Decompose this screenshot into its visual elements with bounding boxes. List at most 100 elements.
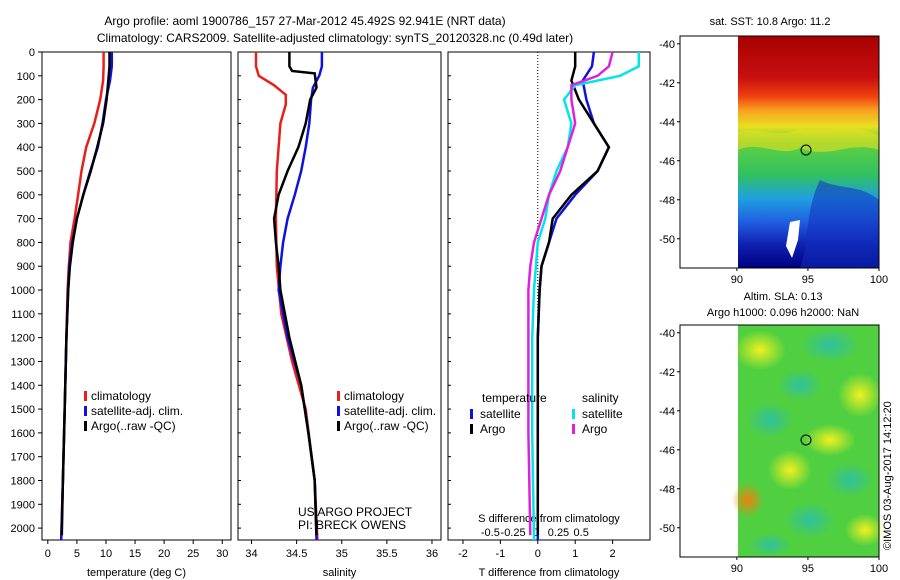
legend-swatch (470, 424, 473, 434)
series-line (60, 52, 111, 536)
legend-swatch (337, 421, 340, 431)
x2-tick-label: 0.25 (548, 527, 569, 539)
sla-map-subtitle: Argo h1000: 0.096 h2000: NaN (707, 307, 859, 319)
map-y-tick-label: -46 (659, 445, 675, 457)
footer-stamp: ©IMOS 03-Aug-2017 14:12:20 (882, 401, 894, 550)
temperature-panel: 0100200300400500600700800900100011001200… (11, 47, 232, 579)
figure-title-line2: Climatology: CARS2009. Satellite-adjuste… (97, 31, 573, 45)
depth-tick-label: 100 (17, 71, 35, 83)
legend-swatch (572, 424, 575, 434)
x2-tick-label: -0.5 (481, 527, 500, 539)
map-y-tick-label: -50 (659, 523, 675, 535)
difference-panel: -2 -1 0 1 2 -0.5 -0.25 0 0.25 0.5 S difference fro… (447, 51, 651, 579)
x-tick-label: -2 (458, 548, 468, 560)
map-x-tick-label: 100 (870, 274, 888, 286)
legend-label: Argo(..raw -QC) (344, 419, 429, 433)
legend-swatch (84, 406, 87, 416)
sst-map-nodata (680, 36, 738, 268)
depth-tick-label: 200 (17, 95, 35, 107)
map-y-tick-label: -48 (659, 195, 675, 207)
x-tick-label: 2 (610, 548, 616, 560)
salinity-frame (237, 51, 442, 541)
series-line (277, 52, 324, 541)
series-line (536, 52, 611, 536)
legend-label: Argo(..raw -QC) (91, 419, 176, 433)
depth-tick-label: 1400 (11, 380, 35, 392)
depth-tick-label: 1300 (11, 356, 35, 368)
legend-swatch (84, 391, 87, 401)
sla-map-eddies (732, 327, 885, 557)
x-tick-label: -1 (495, 548, 505, 560)
series-line (527, 51, 614, 536)
sst-map-cold-tongue (800, 180, 879, 268)
x-tick-label: 25 (187, 548, 199, 560)
sla-map-panel: Altim. SLA: 0.13 Argo h1000: 0.096 h2000… (659, 291, 888, 575)
depth-tick-label: 2000 (11, 523, 35, 535)
sst-map-axes: -40 -42 -44 -46 -48 -50 90 95 100 (659, 39, 888, 286)
salinity-annotation: US ARGO PROJECT (298, 505, 413, 519)
sla-argo-marker (800, 434, 812, 446)
legend-swatch (470, 409, 473, 419)
depth-tick-label: 300 (17, 118, 35, 130)
x-tick-label: 30 (216, 548, 228, 560)
salinity-xlabel: salinity (323, 567, 357, 579)
depth-tick-label: 900 (17, 261, 35, 273)
x-tick-label: 35 (336, 548, 348, 560)
map-y-tick-label: -44 (659, 406, 675, 418)
legend-swatch (84, 421, 87, 431)
sst-map-panel: sat. SST: 10.8 Argo: 11.2 -40-42-44-46-4… (659, 16, 888, 286)
salinity-annotation: PI: BRECK OWENS (298, 518, 406, 532)
x-tick-label: 15 (129, 548, 141, 560)
legend-swatch (337, 406, 340, 416)
legend-label: Argo (480, 422, 506, 436)
x-tick-label: 0 (535, 548, 541, 560)
map-x-tick-label: 90 (731, 563, 743, 575)
depth-tick-label: 1200 (11, 333, 35, 345)
map-y-tick-label: -50 (659, 234, 675, 246)
depth-tick-label: 400 (17, 142, 35, 154)
depth-tick-label: 600 (17, 190, 35, 202)
sla-map-nodata (680, 325, 738, 557)
salinity-panel: 34 34.5 35 35.5 36 salinity climatologysatelli… (237, 51, 442, 579)
x-tick-label: 34.5 (286, 548, 307, 560)
difference-xlabel: T difference from climatology (479, 567, 620, 579)
map-y-tick-label: -40 (659, 328, 675, 340)
map-y-tick-label: -42 (659, 78, 675, 90)
map-x-tick-label: 95 (802, 563, 814, 575)
legend-label: Argo (582, 422, 608, 436)
series-line (530, 52, 641, 541)
map-y-tick-label: -44 (659, 117, 675, 129)
legend-label: climatology (91, 389, 151, 403)
difference-frame (447, 51, 651, 541)
legend-swatch (572, 409, 575, 419)
x-tick-label: 36 (426, 548, 438, 560)
depth-tick-label: 1800 (11, 475, 35, 487)
depth-tick-label: 1500 (11, 404, 35, 416)
x-tick-label: 10 (100, 548, 112, 560)
legend-label: climatology (344, 389, 404, 403)
map-x-tick-label: 100 (870, 563, 888, 575)
x-tick-label: 1 (572, 548, 578, 560)
depth-tick-label: 500 (17, 166, 35, 178)
difference-x2label: S difference from climatology (478, 513, 620, 525)
sla-map-frame (679, 324, 880, 558)
x-tick-label: 34 (245, 548, 257, 560)
legend-swatch (337, 391, 340, 401)
depth-tick-label: 1100 (11, 309, 35, 321)
legend-group-title: temperature (482, 391, 547, 405)
sla-map-title: Altim. SLA: 0.13 (744, 291, 823, 303)
sla-map-axes: -40 -42 -44 -46 -48 -50 90 95 100 (659, 328, 888, 575)
x-tick-label: 0 (45, 548, 51, 560)
map-y-tick-label: -42 (659, 367, 675, 379)
depth-tick-label: 0 (29, 47, 35, 59)
sst-argo-marker (800, 144, 812, 156)
legend-label: satellite-adj. clim. (344, 404, 436, 418)
sst-map-title: sat. SST: 10.8 Argo: 11.2 (710, 16, 831, 28)
legend-group-title: salinity (582, 391, 619, 405)
legend-label: satellite (480, 407, 521, 421)
depth-tick-label: 1600 (11, 428, 35, 440)
depth-tick-label: 700 (17, 214, 35, 226)
map-y-tick-label: -46 (659, 156, 675, 168)
x2-tick-label: 0 (533, 527, 539, 539)
